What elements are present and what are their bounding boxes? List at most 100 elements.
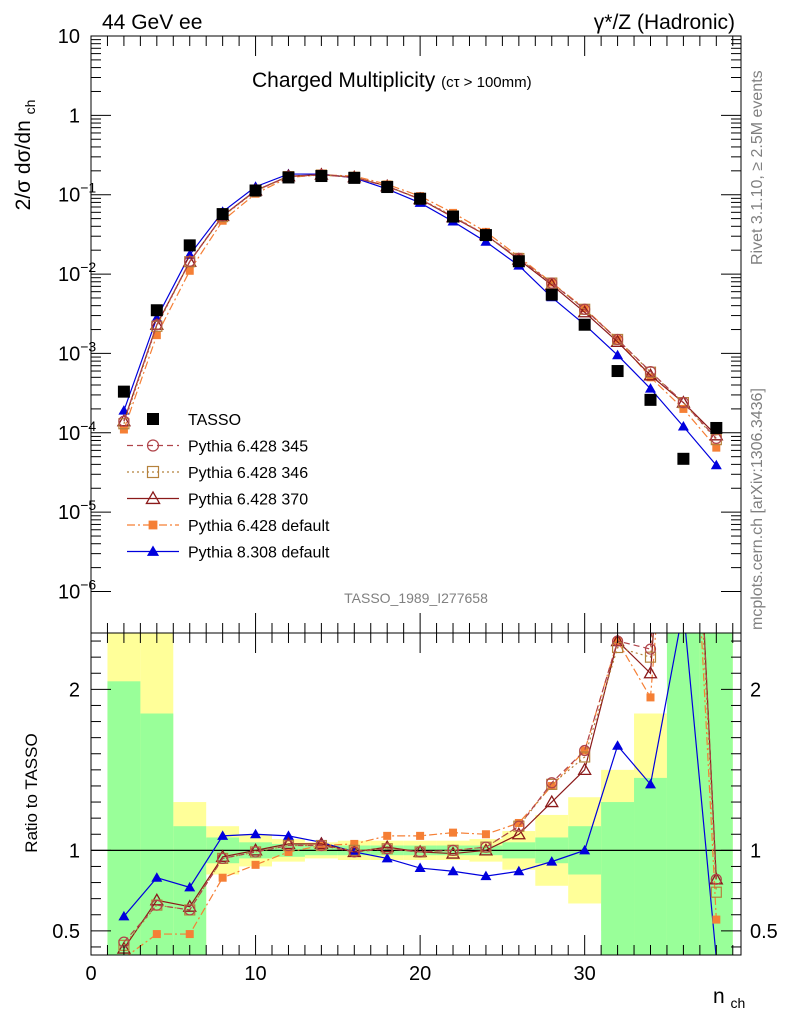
x-tick-label: 30 [574,963,596,985]
series-pythia-6-428-370-ratio-point [314,836,329,850]
series-pythia-8-308-default-ratio-point [644,778,656,789]
subscript: ch [22,100,38,115]
series-pythia-6-428-345-ratio-point [513,820,525,832]
series-pythia-6-428-default-ratio-point [481,830,490,839]
series-pythia-6-428-345-ratio-point [315,839,327,852]
series-pythia-6-428-370-ratio-point [544,794,559,808]
series-pythia-6-428-default-ratio-point [712,915,721,924]
series-pythia-6-428-370-ratio-point [380,839,395,853]
series-pythia-8-308-default-ratio-point [184,881,196,892]
series-pythia-6-428-346-ratio-point [710,886,722,898]
series-pythia-6-428-345-ratio-point [217,852,229,865]
series-pythia-8-308-default-ratio-point [217,830,229,840]
band-green [666,633,700,955]
series-pythia-6-428-370-ratio-point [643,665,658,679]
series-pythia-6-428-default-ratio-point [185,930,194,939]
series-pythia-8-308-default-ratio-point [447,865,459,876]
chart-title-sub: (cτ > 100mm) [441,74,532,91]
series-pythia-6-428-default-ratio-point [350,839,359,848]
series-pythia-6-428-346-point [118,418,130,430]
series-tasso-point [150,304,163,317]
series-pythia-6-428-370-ratio-point [248,843,263,856]
x-tick-label: 10 [244,963,266,985]
series-pythia-8-308-default-ratio-point [118,910,130,921]
series-pythia-6-428-345-ratio-point [447,844,459,856]
legend-pythia-6-428-370-marker [145,490,161,505]
y-tick-label-ratio: 0.5 [52,921,80,943]
series-pythia-6-428-345-ratio-point [184,904,196,916]
series-tasso-point [381,181,394,194]
series-pythia-8-308-default-ratio-point [480,870,492,881]
chart-title-main: Charged Multiplicity [252,69,436,92]
series-pythia-6-428-default-ratio-point [383,831,392,840]
series-pythia-6-428-default-ratio-point [646,693,655,702]
series-pythia-6-428-345-ratio-point [546,777,558,789]
series-pythia-6-428-default-ratio-point [449,828,458,837]
series-pythia-8-308-default-ratio-point [513,865,525,876]
series-pythia-8-308-default-ratio-point [348,846,360,856]
series-pythia-6-428-345-point [677,397,690,409]
ratio-axis-ticks: 0 10 20 30 0.5 0.5 1 1 2 2 [52,633,778,985]
y-tick-exponent: −2 [80,259,96,275]
series-pythia-6-428-345-point [184,255,196,267]
series-pythia-6-428-345-ratio-point [348,846,360,858]
legend-pythia-6-428-default-label: Pythia 6.428 default [188,518,330,535]
series-pythia-6-428-default-point [679,404,688,413]
series-pythia-6-428-370-ratio-point [511,826,526,840]
series-tasso-point [578,318,591,331]
series-pythia-6-428-default-point [152,331,161,340]
y-tick-exponent: −6 [80,577,96,593]
ratio-uncertainty-bands [107,633,733,955]
series-tasso-point [348,171,361,184]
legend: TASSO Pythia 6.428 345 Pythia 6.428 346 Pyt… [127,412,330,562]
legend-pythia-6-428-346-label: Pythia 6.428 346 [188,465,308,482]
main-plot-frame [90,35,742,634]
y-tick-label-main: 10−5 [58,497,96,524]
series-tasso-point [216,208,229,221]
series-pythia-6-428-370-ratio-point [281,836,296,850]
subscript: ch [731,995,746,1011]
series-pythia-6-428-default-ratio-point [416,831,425,840]
chart-title: Charged Multiplicity (cτ > 100mm) [252,69,532,92]
x-tick-label: 20 [409,963,431,985]
legend-pythia-6-428-345-marker [146,439,160,452]
series-pythia-6-428-default-point [712,443,721,452]
legend-tasso-label: TASSO [188,412,241,429]
series-pythia-6-428-default-point [580,304,589,313]
x-tick-label: 0 [85,963,96,985]
series-pythia-6-428-370-line [123,174,717,436]
series-pythia-6-428-345-ratio-point [710,873,722,885]
y-tick-label-ratio-right: 2 [750,679,761,701]
series-pythia-8-308-default-ratio-point [282,830,294,840]
y-axis-label-main: 2/σ dσ/dn ch [12,100,38,211]
series-tasso-point [447,210,460,223]
series-pythia-6-428-default-ratio-point [251,860,260,869]
y-tick-label-main: 1 [69,105,80,127]
series-pythia-8-308-default-ratio-point [612,740,624,750]
series-pythia-8-308-default-point [677,421,689,431]
main-plot-marks [116,167,724,470]
series-tasso-point [117,385,130,398]
y-tick-exponent: −5 [80,497,96,513]
series-pythia-6-428-default-ratio-point [514,818,523,827]
y-tick-label-ratio: 1 [69,840,80,862]
band-green [107,681,141,955]
series-tasso-point [710,421,723,434]
ratio-plot-panel: 0 10 20 30 0.5 0.5 1 1 2 2 [52,632,778,985]
series-pythia-6-428-default-ratio-point [152,930,161,939]
series-pythia-6-428-default-ratio-point [547,781,556,790]
series-pythia-8-308-default-ratio-point [579,844,591,855]
series-tasso-point [677,452,690,465]
legend-pythia-6-428-370-label: Pythia 6.428 370 [188,492,308,509]
series-pythia-6-428-default-ratio-point [580,746,589,755]
series-pythia-6-428-370-ratio-point [445,846,461,859]
ratio-plot-frame [90,632,742,956]
legend-pythia-8-308-default-label: Pythia 8.308 default [188,545,330,562]
series-pythia-6-428-345-line [123,174,717,439]
series-pythia-6-428-default-ratio-point [218,873,227,882]
band-green [601,802,635,955]
y-tick-exponent: −3 [80,338,96,354]
series-tasso-point [414,192,427,205]
series-pythia-8-308-default-point [612,349,624,360]
